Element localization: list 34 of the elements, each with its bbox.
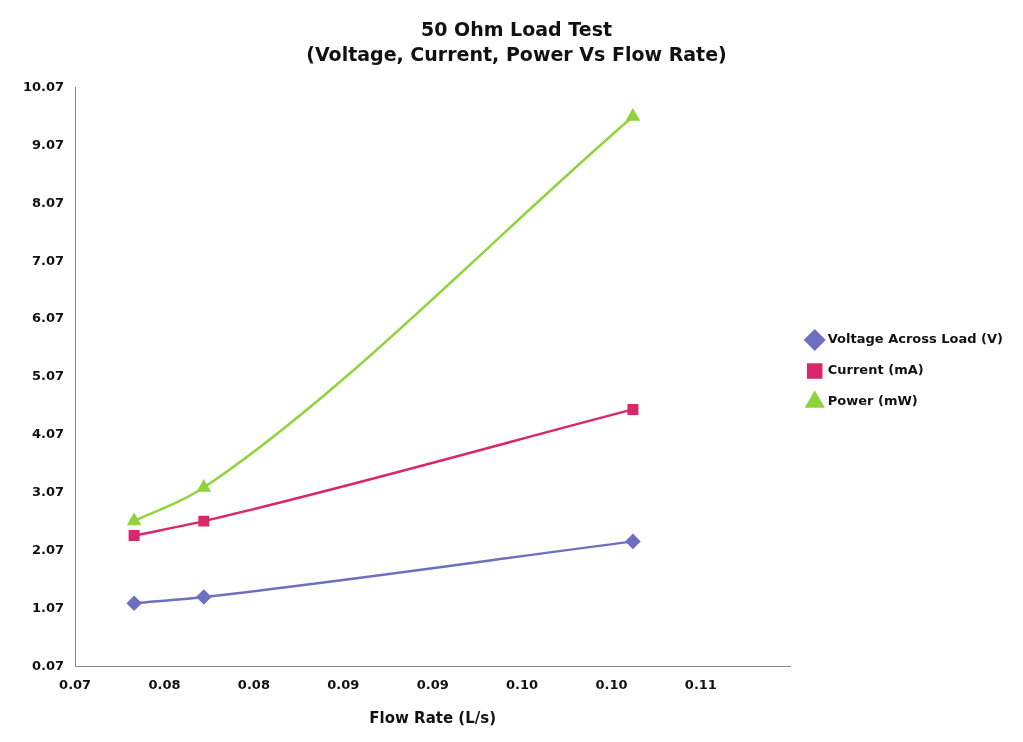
chart-title: 50 Ohm Load Test [420, 18, 613, 41]
x-axis-title: Flow Rate (L/s) [369, 708, 497, 727]
x-tick-label: 0.08 [237, 676, 270, 692]
y-tick-label: 10.07 [23, 78, 65, 94]
x-tick-label: 0.10 [506, 676, 539, 692]
y-tick-label: 3.07 [32, 484, 65, 500]
chart-subtitle: (Voltage, Current, Power Vs Flow Rate) [306, 43, 727, 66]
y-tick-label: 6.07 [32, 310, 65, 326]
legend-label: Current (mA) [827, 362, 924, 378]
x-tick-label: 0.09 [416, 676, 449, 692]
point [128, 530, 140, 542]
y-tick-label: 4.07 [32, 426, 65, 442]
y-tick-label: 2.07 [32, 542, 65, 558]
x-tick-label: 0.10 [595, 676, 628, 692]
point [127, 513, 141, 526]
point [625, 534, 641, 549]
point [198, 515, 210, 527]
x-tick-label: 0.09 [327, 676, 360, 692]
legend-label: Power (mW) [827, 393, 918, 409]
y-tick-label: 0.07 [32, 657, 65, 673]
point [626, 109, 640, 121]
point [627, 403, 639, 415]
x-tick-label: 0.11 [684, 676, 717, 692]
y-tick-label: 1.07 [32, 599, 65, 615]
x-tick-label: 0.07 [59, 676, 92, 692]
y-tick-label: 8.07 [32, 194, 65, 210]
point [197, 480, 211, 492]
x-tick-label: 0.08 [148, 676, 181, 692]
point [196, 589, 212, 605]
legend-label: Voltage Across Load (V) [827, 331, 1003, 347]
point [126, 596, 142, 611]
y-tick-label: 9.07 [32, 136, 65, 152]
y-tick-label: 5.07 [32, 368, 65, 384]
y-tick-label: 7.07 [32, 252, 65, 268]
